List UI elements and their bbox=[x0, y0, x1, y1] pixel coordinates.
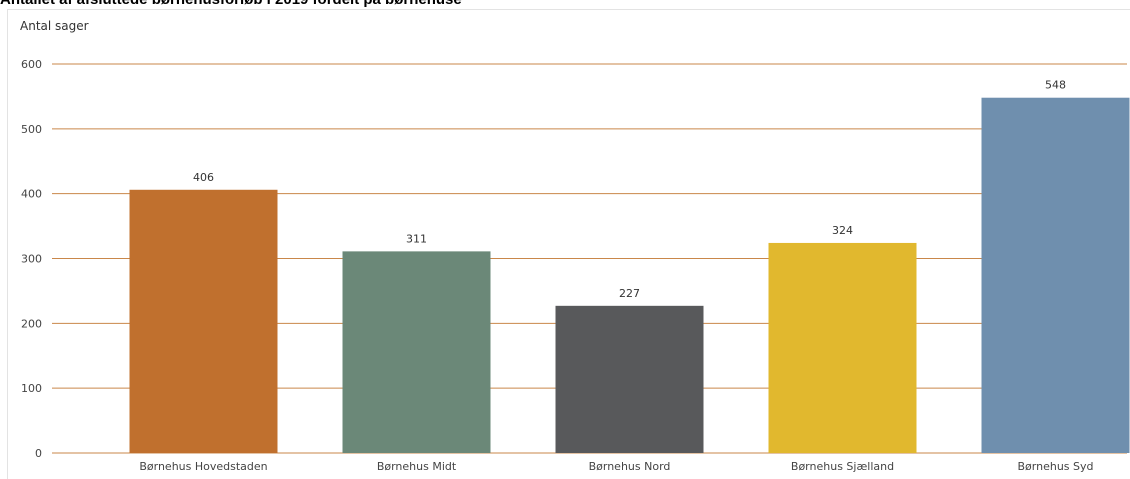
y-tick-label: 300 bbox=[21, 253, 42, 266]
y-tick-label: 600 bbox=[21, 58, 42, 71]
chart-title: Antallet af afsluttede børnehusforløb i … bbox=[0, 0, 462, 9]
y-tick-label: 100 bbox=[21, 382, 42, 395]
y-tick-label: 200 bbox=[21, 317, 42, 330]
bar[interactable] bbox=[129, 189, 278, 453]
y-tick-label: 0 bbox=[35, 447, 42, 460]
y-axis-title: Antal sager bbox=[20, 19, 89, 33]
x-tick-label: Børnehus Hovedstaden bbox=[139, 460, 267, 473]
y-tick-label: 500 bbox=[21, 123, 42, 136]
x-tick-label: Børnehus Midt bbox=[377, 460, 457, 473]
data-label: 227 bbox=[619, 287, 640, 300]
bar[interactable] bbox=[342, 251, 491, 453]
bar[interactable] bbox=[768, 242, 917, 453]
data-label: 406 bbox=[193, 171, 214, 184]
x-tick-label: Børnehus Syd bbox=[1018, 460, 1094, 473]
chart-area bbox=[7, 9, 1130, 479]
x-tick-label: Børnehus Sjælland bbox=[791, 460, 894, 473]
bar[interactable] bbox=[555, 305, 704, 453]
bar[interactable] bbox=[981, 97, 1130, 454]
y-tick-label: 400 bbox=[21, 188, 42, 201]
x-tick-label: Børnehus Nord bbox=[589, 460, 671, 473]
data-label: 324 bbox=[832, 224, 853, 237]
data-label: 548 bbox=[1045, 79, 1066, 92]
data-label: 311 bbox=[406, 232, 427, 245]
